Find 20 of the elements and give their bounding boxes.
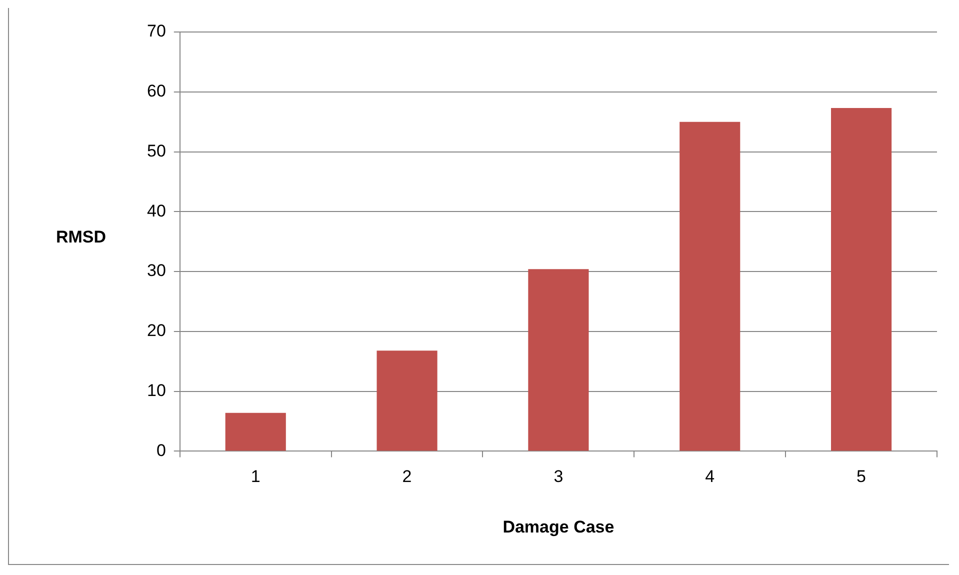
y-tick-label: 70 [146,22,166,41]
y-tick-label: 30 [146,261,166,280]
bar [376,350,438,451]
bar [680,122,740,451]
x-tick-label: 1 [250,467,260,486]
y-tick-label: 0 [156,440,166,460]
bar [831,108,892,451]
y-tick-label: 50 [146,141,166,160]
y-tick-label: 60 [146,82,166,101]
x-tick-label: 2 [402,467,412,486]
x-tick-label: 5 [856,467,866,486]
y-tick-label: 20 [146,321,166,340]
y-tick-label: 40 [146,201,166,220]
bar [225,412,286,451]
y-axis-title: RMSD [56,227,106,246]
bar [528,269,589,451]
y-tick-label: 10 [146,381,166,400]
x-axis-title: Damage Case [502,517,614,536]
x-tick-label: 4 [705,467,715,486]
x-tick-label: 3 [554,467,564,486]
